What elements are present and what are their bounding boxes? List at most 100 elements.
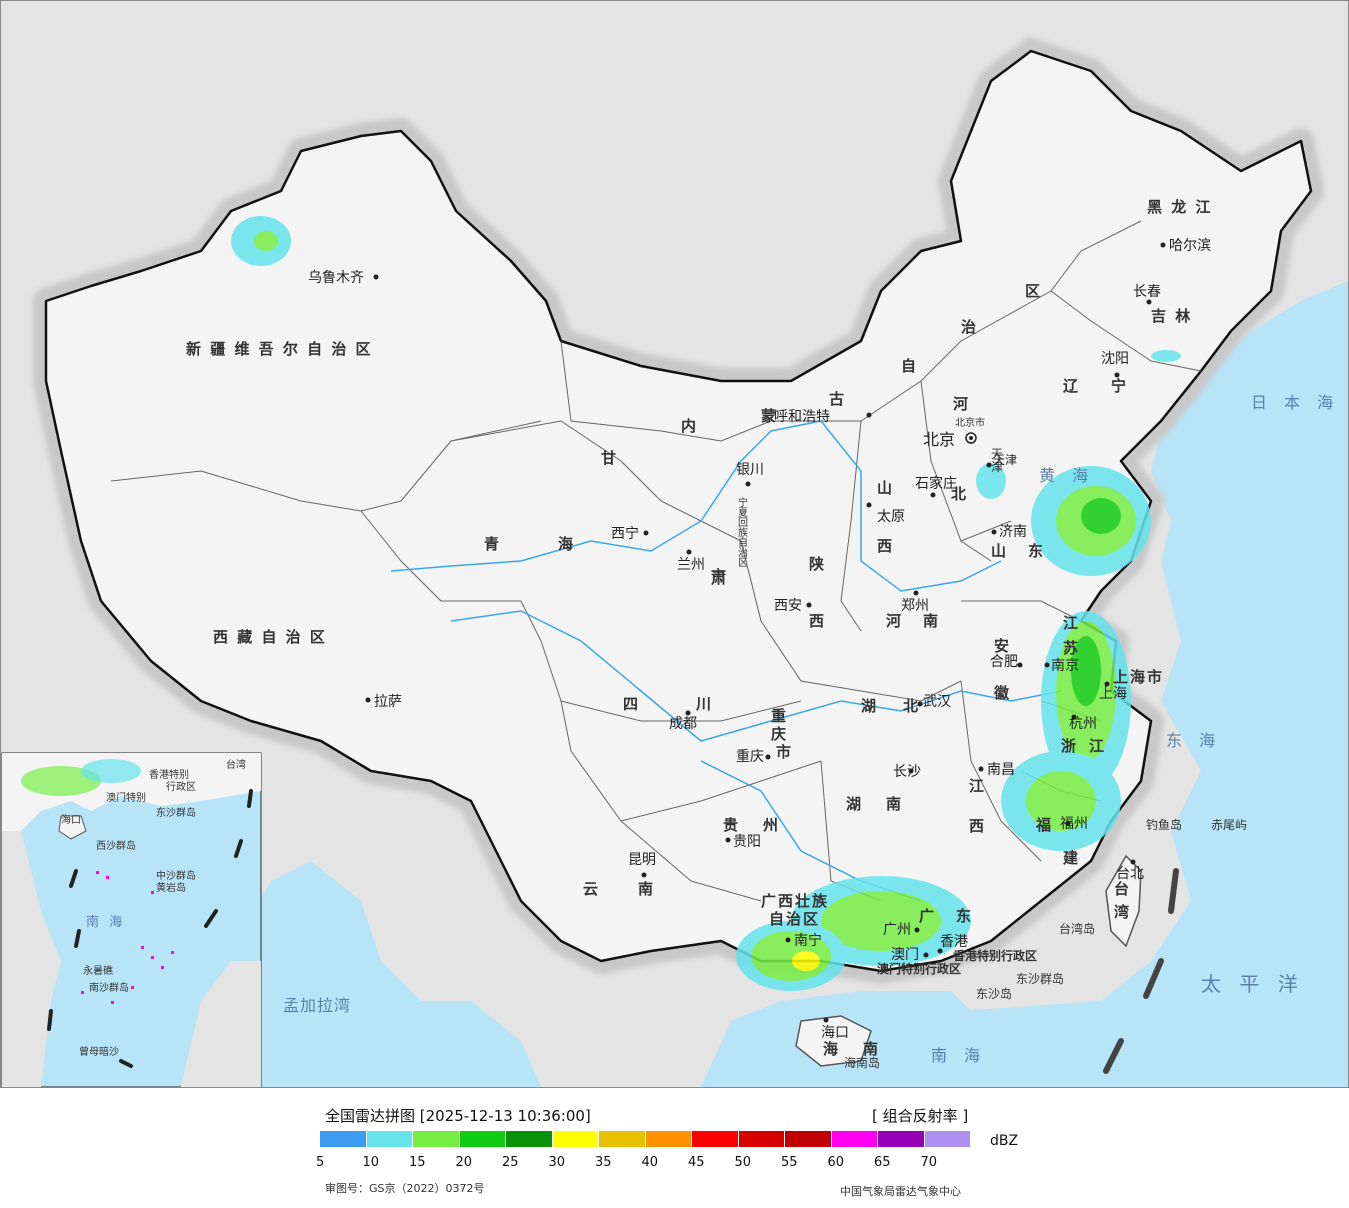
province-label: 海 — [558, 535, 575, 553]
province-label: 四 — [623, 695, 640, 713]
svg-text:永暑礁: 永暑礁 — [83, 964, 113, 977]
city: 南京 — [1044, 658, 1079, 674]
scale-tick-label: 15 — [409, 1155, 426, 1170]
svg-text:曾母暗沙: 曾母暗沙 — [79, 1045, 119, 1058]
province-label: 北京市 — [955, 416, 985, 429]
city: 呼和浩特 — [774, 409, 872, 425]
province-label: 宁 — [1111, 377, 1128, 395]
svg-text:上海: 上海 — [1099, 686, 1127, 702]
province-label: 自治区 — [769, 910, 820, 928]
city: 上海 — [1099, 681, 1127, 702]
province-label: 甘 — [601, 449, 618, 467]
svg-text:海南岛: 海南岛 — [844, 1055, 880, 1070]
svg-text:北京: 北京 — [923, 430, 955, 449]
province-label: 黑 龙 江 — [1147, 198, 1212, 216]
province-label: 治 — [961, 318, 978, 336]
province-label: 上海市 — [1113, 668, 1164, 686]
map-title: 全国雷达拼图 [2025-12-13 10:36:00] — [325, 1107, 591, 1125]
unit-label: dBZ — [990, 1133, 1019, 1149]
city-labels: 乌鲁木齐 拉萨 西宁 兰州 银川 呼和浩特 北京 天津 石家庄 太原 济南 郑州… — [308, 238, 1211, 1041]
province-label: 浙 — [1061, 737, 1078, 755]
city: 香港 — [937, 934, 968, 954]
city: 合肥 — [990, 654, 1023, 670]
province-label: 河 — [953, 395, 970, 413]
hainan-island — [795, 1015, 872, 1067]
city: 广州 — [883, 922, 920, 938]
province-label: 苏 — [1063, 639, 1080, 657]
scale-swatch — [878, 1131, 924, 1147]
svg-text:澳门特别: 澳门特别 — [106, 791, 146, 804]
sea-labels: 日 本 海 黄 海 东 海 南 海 太 平 洋 孟加拉湾 — [283, 393, 1333, 1065]
svg-text:海口: 海口 — [821, 1025, 849, 1041]
svg-text:黄岩岛: 黄岩岛 — [156, 881, 186, 894]
svg-text:兰州: 兰州 — [677, 557, 705, 573]
svg-text:昆明: 昆明 — [628, 852, 656, 868]
svg-text:行政区: 行政区 — [166, 780, 196, 793]
svg-text:太原: 太原 — [877, 509, 905, 525]
province-label: 海 — [823, 1040, 840, 1058]
province-label: 江 — [969, 777, 986, 795]
province-label: 西 — [809, 612, 826, 630]
scale-tick-label: 55 — [781, 1155, 798, 1170]
province-label: 庆 — [771, 725, 788, 743]
city: 贵阳 — [725, 834, 761, 850]
scale-swatch — [924, 1131, 970, 1147]
province-label: 东 — [956, 907, 973, 925]
province-label: 台 — [1114, 880, 1131, 898]
taiwan-island — [1105, 854, 1142, 948]
province-label: 内 — [681, 417, 698, 435]
province-label: 古 — [829, 390, 846, 408]
svg-text:东沙群岛: 东沙群岛 — [156, 806, 196, 819]
svg-text:济南: 济南 — [999, 524, 1027, 540]
svg-text:太 平 洋: 太 平 洋 — [1201, 972, 1304, 996]
province-label: 广 — [919, 907, 936, 925]
legend-panel: 全国雷达拼图 [2025-12-13 10:36:00] [ 组合反射率 ] d… — [0, 1088, 1349, 1208]
japan-sea — [1201, 301, 1348, 481]
city: 沈阳 — [1101, 351, 1129, 378]
svg-text:贵阳: 贵阳 — [733, 834, 761, 850]
city: 济南 — [991, 524, 1027, 540]
city: 长春 — [1133, 284, 1161, 305]
scale-swatch — [552, 1131, 598, 1147]
province-label: 川 — [695, 695, 713, 713]
province-label: 蒙 — [761, 407, 778, 425]
scale-swatch — [366, 1131, 412, 1147]
svg-text:黄 海: 黄 海 — [1039, 466, 1094, 485]
maritime-boundary — [1103, 868, 1179, 1074]
svg-text:南昌: 南昌 — [987, 762, 1015, 778]
scale-tick-label: 20 — [455, 1155, 473, 1170]
province-boundaries — [110, 220, 1202, 902]
svg-text:天津: 天津 — [993, 453, 1017, 467]
city: 澳门 — [891, 947, 929, 963]
city: 昆明 — [628, 852, 656, 878]
svg-text:香港特别行政区: 香港特别行政区 — [952, 948, 1037, 963]
scale-swatch — [320, 1131, 366, 1147]
scale-tick-label: 70 — [920, 1155, 938, 1170]
city: 海口 — [821, 1017, 849, 1041]
svg-text:海口: 海口 — [61, 813, 81, 826]
city: 南昌 — [978, 762, 1015, 778]
bay-of-bengal — [201, 861, 541, 1087]
province-label: 北 — [951, 485, 968, 503]
svg-text:哈尔滨: 哈尔滨 — [1169, 238, 1211, 254]
province-label: 西 藏 自 治 区 — [213, 628, 327, 646]
radar-map: 新 疆 维 吾 尔 自 治 区 西 藏 自 治 区 青 海 甘 肃 内 蒙 古 … — [0, 0, 1349, 1088]
province-label: 南 — [923, 612, 940, 630]
city: 成都 — [669, 710, 697, 732]
province-labels: 新 疆 维 吾 尔 自 治 区 西 藏 自 治 区 青 海 甘 肃 内 蒙 古 … — [186, 198, 1212, 1058]
province-label: 湾 — [1114, 903, 1131, 921]
city: 太原 — [866, 502, 905, 525]
province-label: 建 — [1063, 849, 1080, 867]
province-label: 福 — [1035, 816, 1053, 834]
province-label: 州 — [762, 816, 780, 834]
city: 西宁 — [611, 525, 649, 542]
scale-tick-label: 25 — [502, 1155, 519, 1170]
scale-swatch — [692, 1131, 738, 1147]
province-label: 肃 — [711, 569, 728, 587]
city: 重庆 — [736, 749, 771, 765]
province-label: 贵 — [723, 816, 740, 834]
svg-text:广州: 广州 — [883, 922, 911, 938]
province-label: 江 — [1089, 737, 1106, 755]
south-china-sea-inset: 南 海 中沙群岛 黄岩岛 西沙群岛 南沙群岛 曾母暗沙 东沙群岛 永暑礁 海口 … — [1, 752, 262, 1088]
scale-swatch — [506, 1131, 552, 1147]
